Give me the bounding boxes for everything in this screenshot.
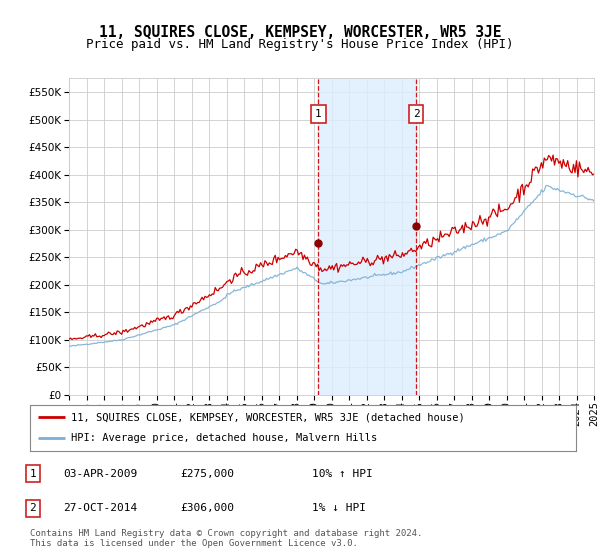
Text: Price paid vs. HM Land Registry's House Price Index (HPI): Price paid vs. HM Land Registry's House … bbox=[86, 38, 514, 52]
Text: 10% ↑ HPI: 10% ↑ HPI bbox=[312, 469, 373, 479]
Text: 1: 1 bbox=[29, 469, 37, 479]
Text: 1% ↓ HPI: 1% ↓ HPI bbox=[312, 503, 366, 514]
Text: Contains HM Land Registry data © Crown copyright and database right 2024.
This d: Contains HM Land Registry data © Crown c… bbox=[30, 529, 422, 548]
Text: 03-APR-2009: 03-APR-2009 bbox=[63, 469, 137, 479]
Text: 11, SQUIRES CLOSE, KEMPSEY, WORCESTER, WR5 3JE: 11, SQUIRES CLOSE, KEMPSEY, WORCESTER, W… bbox=[99, 25, 501, 40]
Bar bbox=[319, 78, 416, 395]
Text: 27-OCT-2014: 27-OCT-2014 bbox=[63, 503, 137, 514]
Text: 2: 2 bbox=[413, 109, 419, 119]
Text: 2: 2 bbox=[29, 503, 37, 514]
Text: £306,000: £306,000 bbox=[180, 503, 234, 514]
Text: £275,000: £275,000 bbox=[180, 469, 234, 479]
Text: 11, SQUIRES CLOSE, KEMPSEY, WORCESTER, WR5 3JE (detached house): 11, SQUIRES CLOSE, KEMPSEY, WORCESTER, W… bbox=[71, 412, 465, 422]
Text: HPI: Average price, detached house, Malvern Hills: HPI: Average price, detached house, Malv… bbox=[71, 433, 377, 444]
Text: 1: 1 bbox=[315, 109, 322, 119]
